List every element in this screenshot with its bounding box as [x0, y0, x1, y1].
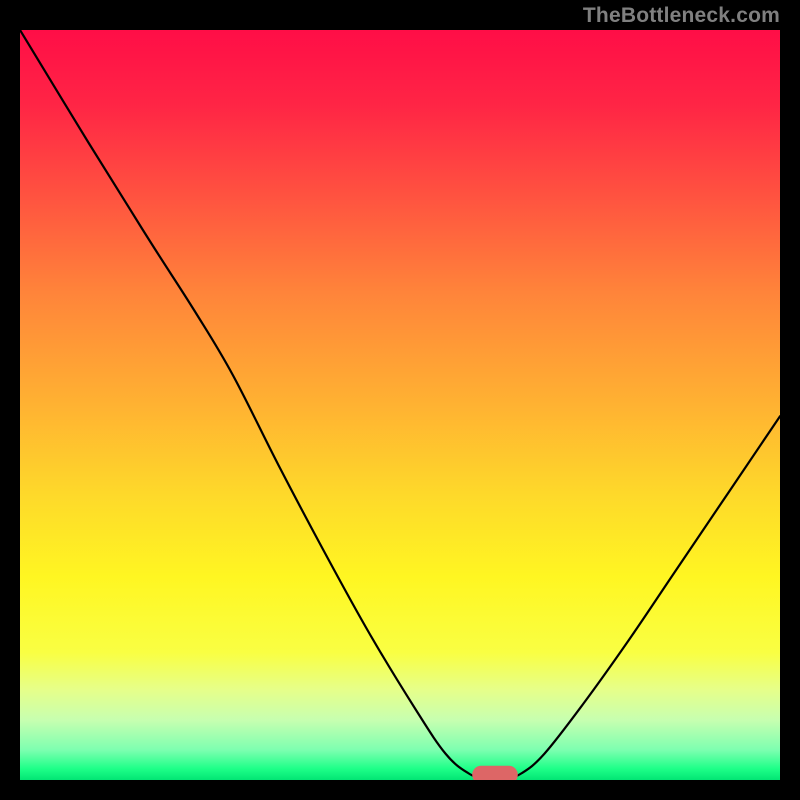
chart-svg: [20, 30, 780, 780]
watermark-text: TheBottleneck.com: [583, 4, 780, 28]
plot-area: [20, 30, 780, 780]
gradient-background: [20, 30, 780, 780]
chart-frame: TheBottleneck.com: [0, 0, 800, 800]
optimal-point-marker: [472, 766, 518, 780]
